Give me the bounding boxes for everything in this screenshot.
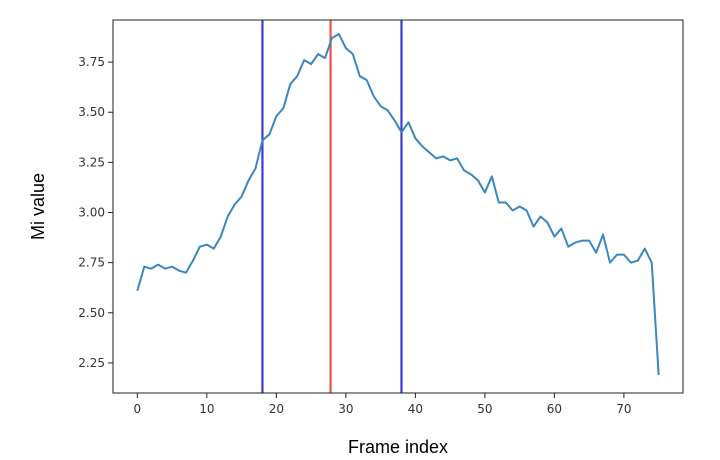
y-tick-label: 2.75	[78, 256, 105, 270]
y-tick-label: 3.25	[78, 155, 105, 169]
x-tick-label: 50	[477, 402, 492, 416]
x-tick-label: 70	[616, 402, 631, 416]
y-tick-label: 3.00	[78, 206, 105, 220]
x-tick-label: 20	[269, 402, 284, 416]
y-axis-ticks: 2.25 2.50 2.75 3.00 3.25 3.50 3.75	[78, 55, 113, 370]
series-line-0	[136, 33, 660, 376]
x-tick-label: 10	[199, 402, 214, 416]
x-axis-label: Frame index	[348, 437, 448, 457]
y-tick-label: 3.50	[78, 105, 105, 119]
x-tick-label: 60	[547, 402, 562, 416]
y-tick-label: 3.75	[78, 55, 105, 69]
x-tick-label: 40	[408, 402, 423, 416]
chart-marks	[136, 20, 660, 393]
y-tick-label: 2.25	[78, 356, 105, 370]
x-tick-label: 0	[134, 402, 142, 416]
plot-frame	[112, 19, 684, 394]
x-axis-ticks: 0 10 20 30 40 50 60 70	[134, 393, 632, 416]
y-axis-label: Mi value	[28, 173, 48, 240]
y-tick-label: 2.50	[78, 306, 105, 320]
x-tick-label: 30	[338, 402, 353, 416]
